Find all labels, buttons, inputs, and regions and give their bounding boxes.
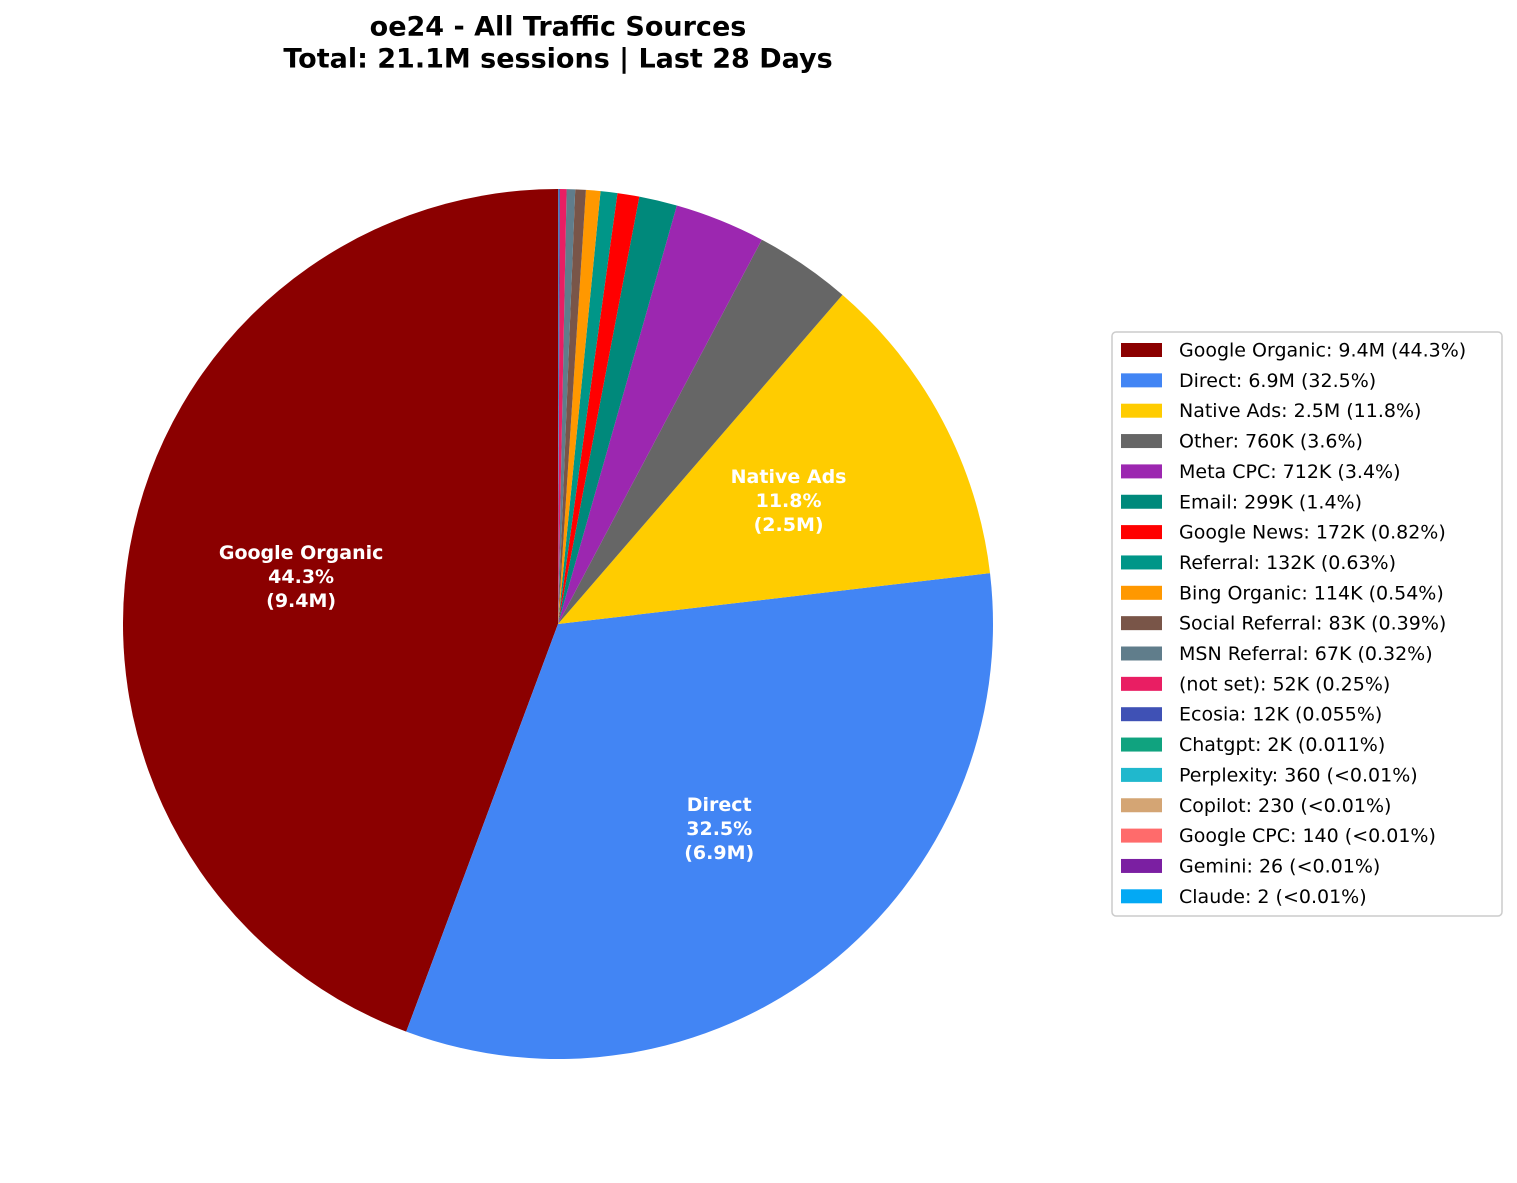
legend-swatch xyxy=(1121,343,1162,357)
legend-label: (not set): 52K (0.25%) xyxy=(1179,673,1390,695)
pie-wedge xyxy=(558,189,560,624)
pie-wedge xyxy=(558,294,991,624)
wedge-label: (2.5M) xyxy=(754,514,824,536)
legend-label: Native Ads: 2.5M (11.8%) xyxy=(1179,400,1421,422)
wedge-label: (9.4M) xyxy=(266,590,336,612)
pie-wedge xyxy=(558,189,601,624)
wedge-label: Google Organic xyxy=(219,542,384,564)
legend-label: Other: 760K (3.6%) xyxy=(1179,431,1363,453)
pie-wedge xyxy=(558,205,762,624)
wedge-label: (6.9M) xyxy=(684,842,754,864)
legend-swatch xyxy=(1121,767,1162,782)
legend-label: Email: 299K (1.4%) xyxy=(1179,491,1362,513)
wedge-label: 32.5% xyxy=(686,818,752,840)
wedge-label: Direct xyxy=(687,794,752,816)
legend-swatch xyxy=(1121,858,1162,873)
pie-wedge xyxy=(558,239,843,624)
pie-wedge xyxy=(558,191,618,625)
legend-label: Social Referral: 83K (0.39%) xyxy=(1179,613,1446,635)
legend-swatch xyxy=(1121,403,1162,418)
legend-label: Bing Organic: 114K (0.54%) xyxy=(1179,582,1444,604)
pie-wedge xyxy=(406,573,994,1059)
legend-swatch xyxy=(1121,676,1162,691)
chart-title: oe24 - All Traffic Sources xyxy=(370,12,747,43)
legend-label: Meta CPC: 712K (3.4%) xyxy=(1179,461,1401,483)
legend-label: Ecosia: 12K (0.055%) xyxy=(1179,704,1382,726)
legend-label: Direct: 6.9M (32.5%) xyxy=(1179,370,1376,392)
legend-label: Gemini: 26 (<0.01%) xyxy=(1179,855,1380,877)
pie-wedge xyxy=(558,196,677,625)
legend-label: Google CPC: 140 (<0.01%) xyxy=(1179,825,1436,847)
legend-swatch xyxy=(1121,373,1162,388)
legend-swatch xyxy=(1121,434,1162,449)
pie-wedge xyxy=(558,189,586,624)
legend-swatch xyxy=(1121,646,1162,661)
wedge-label: Native Ads xyxy=(731,466,847,488)
legend-swatch xyxy=(1121,798,1162,813)
legend-swatch xyxy=(1121,494,1162,509)
legend-label: Google Organic: 9.4M (44.3%) xyxy=(1179,340,1466,362)
legend-swatch xyxy=(1121,889,1162,904)
pie-wedge xyxy=(123,189,558,1032)
legend-swatch xyxy=(1121,616,1162,631)
pie-wedge xyxy=(558,193,640,624)
legend-swatch xyxy=(1121,737,1162,752)
legend-swatch xyxy=(1121,585,1162,600)
legend-label: Copilot: 230 (<0.01%) xyxy=(1179,795,1391,817)
legend-swatch xyxy=(1121,525,1162,540)
wedge-label: 11.8% xyxy=(756,490,822,512)
legend-label: MSN Referral: 67K (0.32%) xyxy=(1179,643,1433,665)
pie-wedge xyxy=(558,189,567,625)
legend-label: Referral: 132K (0.63%) xyxy=(1179,552,1396,574)
chart-subtitle: Total: 21.1M sessions | Last 28 Days xyxy=(283,44,832,75)
legend-swatch xyxy=(1121,707,1162,722)
legend-swatch xyxy=(1121,555,1162,570)
legend-swatch xyxy=(1121,464,1162,479)
pie-wedge xyxy=(558,189,576,625)
legend-label: Google News: 172K (0.82%) xyxy=(1179,522,1446,544)
legend-label: Claude: 2 (<0.01%) xyxy=(1179,886,1367,908)
legend-box xyxy=(1111,331,1503,917)
legend-swatch xyxy=(1121,828,1162,843)
wedge-label: 44.3% xyxy=(268,566,334,588)
legend-label: Chatgpt: 2K (0.011%) xyxy=(1179,734,1385,756)
legend-label: Perplexity: 360 (<0.01%) xyxy=(1179,764,1418,786)
